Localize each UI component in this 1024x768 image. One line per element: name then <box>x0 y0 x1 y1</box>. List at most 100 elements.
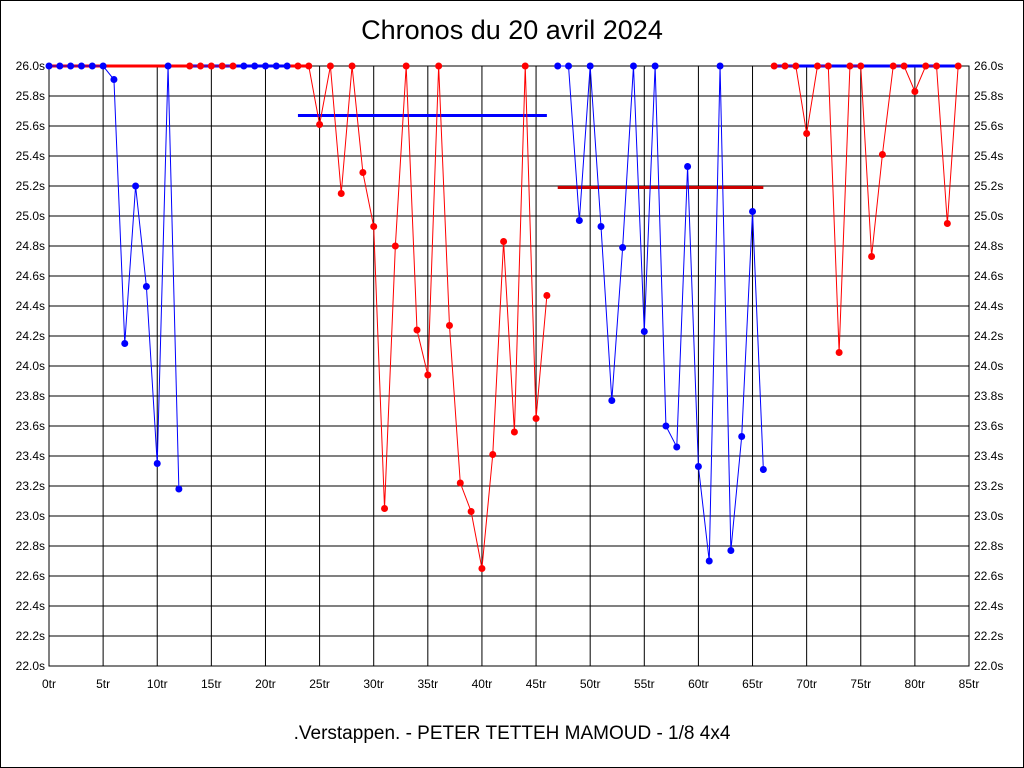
blue-series-line <box>557 65 764 562</box>
y-tick-label-left: 23.2s <box>16 479 45 493</box>
y-tick-label-right: 22.2s <box>974 629 1003 643</box>
blue-data-point <box>99 62 107 70</box>
red-data-point <box>391 242 399 250</box>
y-tick-label-left: 22.6s <box>16 569 45 583</box>
red-data-point <box>857 62 865 70</box>
blue-data-point <box>261 62 269 70</box>
y-tick-label-left: 24.6s <box>16 269 45 283</box>
blue-data-point <box>565 62 573 70</box>
y-tick-label-left: 25.6s <box>16 119 45 133</box>
red-data-point <box>878 151 886 158</box>
blue-data-point <box>240 62 248 70</box>
blue-data-point <box>121 340 129 347</box>
red-data-point <box>532 415 540 422</box>
red-data-point <box>326 62 334 70</box>
x-tick-label: 5tr <box>96 677 110 691</box>
red-data-point <box>456 479 464 487</box>
blue-data-point <box>738 433 746 440</box>
red-data-point <box>413 326 421 334</box>
red-series-line <box>774 65 959 353</box>
red-data-point <box>900 62 908 70</box>
red-data-point <box>186 62 194 70</box>
x-tick-label: 40tr <box>472 677 493 691</box>
red-data-point <box>348 62 356 70</box>
y-tick-label-right: 23.4s <box>974 449 1003 463</box>
blue-data-point <box>705 557 713 565</box>
y-tick-label-right: 24.8s <box>974 239 1003 253</box>
x-tick-label: 80tr <box>905 677 926 691</box>
x-tick-label: 65tr <box>742 677 763 691</box>
x-tick-label: 55tr <box>634 677 655 691</box>
y-tick-label-left: 22.2s <box>16 629 45 643</box>
red-data-point <box>521 62 529 70</box>
blue-data-point <box>164 62 172 70</box>
red-data-point <box>943 220 951 227</box>
blue-data-point <box>283 62 291 70</box>
y-tick-label-left: 23.0s <box>16 509 45 523</box>
red-data-point <box>467 508 475 515</box>
blue-data-point <box>575 217 583 224</box>
x-tick-label: 70tr <box>796 677 817 691</box>
red-data-point <box>381 505 389 512</box>
red-data-point <box>846 62 854 70</box>
y-tick-label-left: 24.2s <box>16 329 45 343</box>
y-tick-label-right: 24.4s <box>974 299 1003 313</box>
red-series-line <box>297 65 548 569</box>
red-data-point <box>207 62 215 70</box>
y-tick-label-right: 23.6s <box>974 419 1003 433</box>
blue-data-point <box>749 208 757 215</box>
y-tick-label-right: 25.2s <box>974 179 1003 193</box>
y-tick-label-left: 22.0s <box>16 659 45 673</box>
red-data-point <box>218 62 226 70</box>
red-data-point <box>337 190 345 197</box>
red-data-point <box>316 121 324 128</box>
red-data-point <box>489 451 497 458</box>
red-data-point <box>792 62 800 70</box>
y-tick-label-right: 25.4s <box>974 149 1003 163</box>
blue-data-point <box>56 62 64 70</box>
blue-data-point <box>153 460 161 467</box>
y-tick-label-left: 23.4s <box>16 449 45 463</box>
blue-data-point <box>597 223 605 230</box>
blue-data-point <box>662 422 670 430</box>
y-tick-label-left: 23.8s <box>16 389 45 403</box>
blue-data-point <box>586 62 594 70</box>
red-data-point <box>933 62 941 70</box>
y-tick-label-right: 24.2s <box>974 329 1003 343</box>
y-tick-label-right: 22.0s <box>974 659 1003 673</box>
y-tick-label-left: 24.8s <box>16 239 45 253</box>
blue-data-point <box>132 182 140 190</box>
y-tick-label-right: 25.6s <box>974 119 1003 133</box>
blue-data-point <box>651 62 659 70</box>
blue-data-point <box>272 62 280 70</box>
y-tick-label-right: 23.2s <box>974 479 1003 493</box>
y-tick-label-left: 26.0s <box>16 59 45 73</box>
y-tick-label-left: 25.4s <box>16 149 45 163</box>
y-tick-label-left: 25.8s <box>16 89 45 103</box>
y-tick-label-left: 25.0s <box>16 209 45 223</box>
blue-data-point <box>716 62 724 70</box>
y-tick-label-right: 24.6s <box>974 269 1003 283</box>
blue-data-point <box>45 62 53 70</box>
x-tick-label: 60tr <box>688 677 709 691</box>
blue-data-point <box>727 547 735 554</box>
x-tick-label: 15tr <box>201 677 222 691</box>
blue-data-point <box>110 76 118 83</box>
red-data-point <box>445 322 453 329</box>
y-tick-label-left: 23.6s <box>16 419 45 433</box>
red-data-point <box>922 62 930 70</box>
x-tick-label: 50tr <box>580 677 601 691</box>
plot-border <box>48 65 970 667</box>
x-tick-label: 10tr <box>147 677 168 691</box>
red-data-point <box>424 371 432 379</box>
red-data-point <box>954 62 962 70</box>
red-data-point <box>868 253 876 260</box>
x-tick-label: 0tr <box>42 677 56 691</box>
red-data-point <box>370 223 378 230</box>
x-tick-label: 25tr <box>309 677 330 691</box>
red-data-point <box>813 62 821 70</box>
blue-data-point <box>759 466 767 473</box>
blue-data-point <box>629 62 637 70</box>
